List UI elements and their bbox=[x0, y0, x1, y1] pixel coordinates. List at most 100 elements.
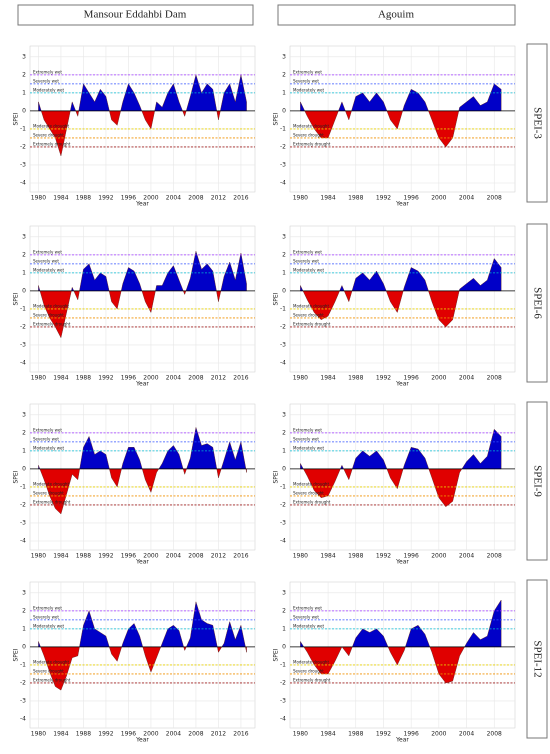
x-tick-label: 2008 bbox=[188, 731, 203, 738]
threshold-label: Moderately wet bbox=[293, 445, 325, 450]
x-tick-label: 1996 bbox=[121, 553, 136, 560]
y-tick-label: 2 bbox=[22, 607, 26, 614]
x-tick-label: 1996 bbox=[404, 731, 419, 738]
y-axis-title: SPEI bbox=[13, 112, 20, 125]
x-axis-title: Year bbox=[395, 201, 409, 208]
x-tick-label: 1980 bbox=[293, 195, 308, 202]
y-tick-label: -4 bbox=[280, 359, 286, 366]
y-tick-label: -4 bbox=[20, 179, 26, 186]
x-tick-label: 2008 bbox=[487, 195, 502, 202]
spei-area bbox=[300, 599, 502, 684]
y-tick-label: 1 bbox=[22, 269, 26, 276]
y-tick-label: -1 bbox=[20, 661, 26, 668]
threshold-label: Moderate drought bbox=[293, 303, 329, 308]
column-header-box bbox=[277, 4, 516, 26]
threshold-label: Severe drought bbox=[33, 132, 64, 137]
y-tick-label: -1 bbox=[280, 305, 286, 312]
x-tick-label: 1988 bbox=[76, 731, 91, 738]
x-tick-label: 1992 bbox=[376, 375, 391, 382]
y-tick-label: 1 bbox=[282, 89, 286, 96]
y-axis-title: SPEI bbox=[273, 292, 280, 305]
y-tick-label: 2 bbox=[282, 251, 286, 258]
y-tick-label: -2 bbox=[20, 143, 26, 150]
x-tick-label: 2012 bbox=[211, 195, 226, 202]
y-tick-label: -1 bbox=[280, 483, 286, 490]
y-tick-label: -1 bbox=[20, 483, 26, 490]
x-tick-label: 1988 bbox=[76, 195, 91, 202]
x-tick-label: 1984 bbox=[320, 195, 335, 202]
x-tick-label: 2004 bbox=[459, 731, 474, 738]
threshold-label: Extremely wet bbox=[293, 69, 322, 74]
y-tick-label: -1 bbox=[280, 661, 286, 668]
threshold-label: Moderate drought bbox=[293, 123, 329, 128]
y-tick-label: 0 bbox=[22, 287, 26, 294]
x-tick-label: 2004 bbox=[166, 375, 181, 382]
threshold-label: Extremely wet bbox=[33, 249, 62, 254]
y-tick-label: 0 bbox=[22, 465, 26, 472]
y-tick-label: 0 bbox=[22, 107, 26, 114]
spei-area bbox=[38, 427, 247, 515]
y-axis-title: SPEI bbox=[13, 648, 20, 661]
x-tick-label: 2004 bbox=[166, 195, 181, 202]
x-axis-title: Year bbox=[135, 737, 149, 744]
column-header: Mansour Eddahbi Dam bbox=[84, 9, 187, 21]
y-tick-label: 0 bbox=[22, 643, 26, 650]
y-tick-label: 0 bbox=[282, 465, 286, 472]
y-tick-label: 3 bbox=[22, 411, 26, 418]
y-tick-label: 1 bbox=[282, 447, 286, 454]
y-tick-label: 0 bbox=[282, 643, 286, 650]
y-tick-label: 2 bbox=[282, 429, 286, 436]
threshold-label: Severe drought bbox=[33, 490, 64, 495]
x-tick-label: 2016 bbox=[233, 375, 248, 382]
y-tick-label: 1 bbox=[282, 625, 286, 632]
threshold-label: Severely wet bbox=[293, 258, 319, 263]
spei-area bbox=[38, 601, 247, 691]
threshold-label: Severe drought bbox=[293, 490, 324, 495]
threshold-label: Extremely wet bbox=[293, 249, 322, 254]
y-axis-title: SPEI bbox=[13, 470, 20, 483]
threshold-label: Extremely drought bbox=[33, 499, 71, 504]
threshold-label: Moderate drought bbox=[33, 659, 69, 664]
threshold-label: Severe drought bbox=[293, 132, 324, 137]
x-tick-label: 2008 bbox=[487, 553, 502, 560]
x-axis-title: Year bbox=[135, 201, 149, 208]
y-tick-label: 1 bbox=[22, 89, 26, 96]
threshold-label: Severely wet bbox=[33, 614, 59, 619]
x-tick-label: 2008 bbox=[188, 553, 203, 560]
y-tick-label: 3 bbox=[282, 411, 286, 418]
x-tick-label: 1988 bbox=[76, 553, 91, 560]
y-axis-title: SPEI bbox=[273, 470, 280, 483]
x-tick-label: 2000 bbox=[431, 553, 446, 560]
x-tick-label: 2000 bbox=[431, 195, 446, 202]
x-tick-label: 2004 bbox=[459, 195, 474, 202]
y-tick-label: -3 bbox=[20, 519, 26, 526]
y-tick-label: -3 bbox=[20, 697, 26, 704]
x-tick-label: 1980 bbox=[31, 195, 46, 202]
threshold-label: Extremely wet bbox=[293, 427, 322, 432]
y-tick-label: -2 bbox=[20, 501, 26, 508]
y-axis-title: SPEI bbox=[273, 112, 280, 125]
threshold-label: Moderate drought bbox=[33, 123, 69, 128]
row-label-box bbox=[526, 43, 548, 203]
threshold-label: Severe drought bbox=[293, 668, 324, 673]
threshold-label: Severe drought bbox=[293, 312, 324, 317]
threshold-label: Extremely wet bbox=[293, 605, 322, 610]
y-tick-label: -3 bbox=[280, 341, 286, 348]
x-tick-label: 1980 bbox=[31, 731, 46, 738]
x-tick-label: 1992 bbox=[98, 375, 113, 382]
x-tick-label: 2012 bbox=[211, 375, 226, 382]
x-tick-label: 1984 bbox=[320, 375, 335, 382]
x-tick-label: 1996 bbox=[121, 195, 136, 202]
x-tick-label: 1984 bbox=[320, 731, 335, 738]
y-tick-label: 3 bbox=[22, 53, 26, 60]
x-tick-label: 1996 bbox=[404, 195, 419, 202]
threshold-label: Moderately wet bbox=[33, 267, 65, 272]
y-tick-label: -2 bbox=[280, 323, 286, 330]
x-tick-label: 2008 bbox=[487, 375, 502, 382]
threshold-label: Extremely drought bbox=[33, 677, 71, 682]
x-tick-label: 2012 bbox=[211, 553, 226, 560]
y-tick-label: 2 bbox=[22, 251, 26, 258]
x-tick-label: 1996 bbox=[404, 553, 419, 560]
threshold-label: Extremely wet bbox=[33, 69, 62, 74]
y-tick-label: -1 bbox=[280, 125, 286, 132]
